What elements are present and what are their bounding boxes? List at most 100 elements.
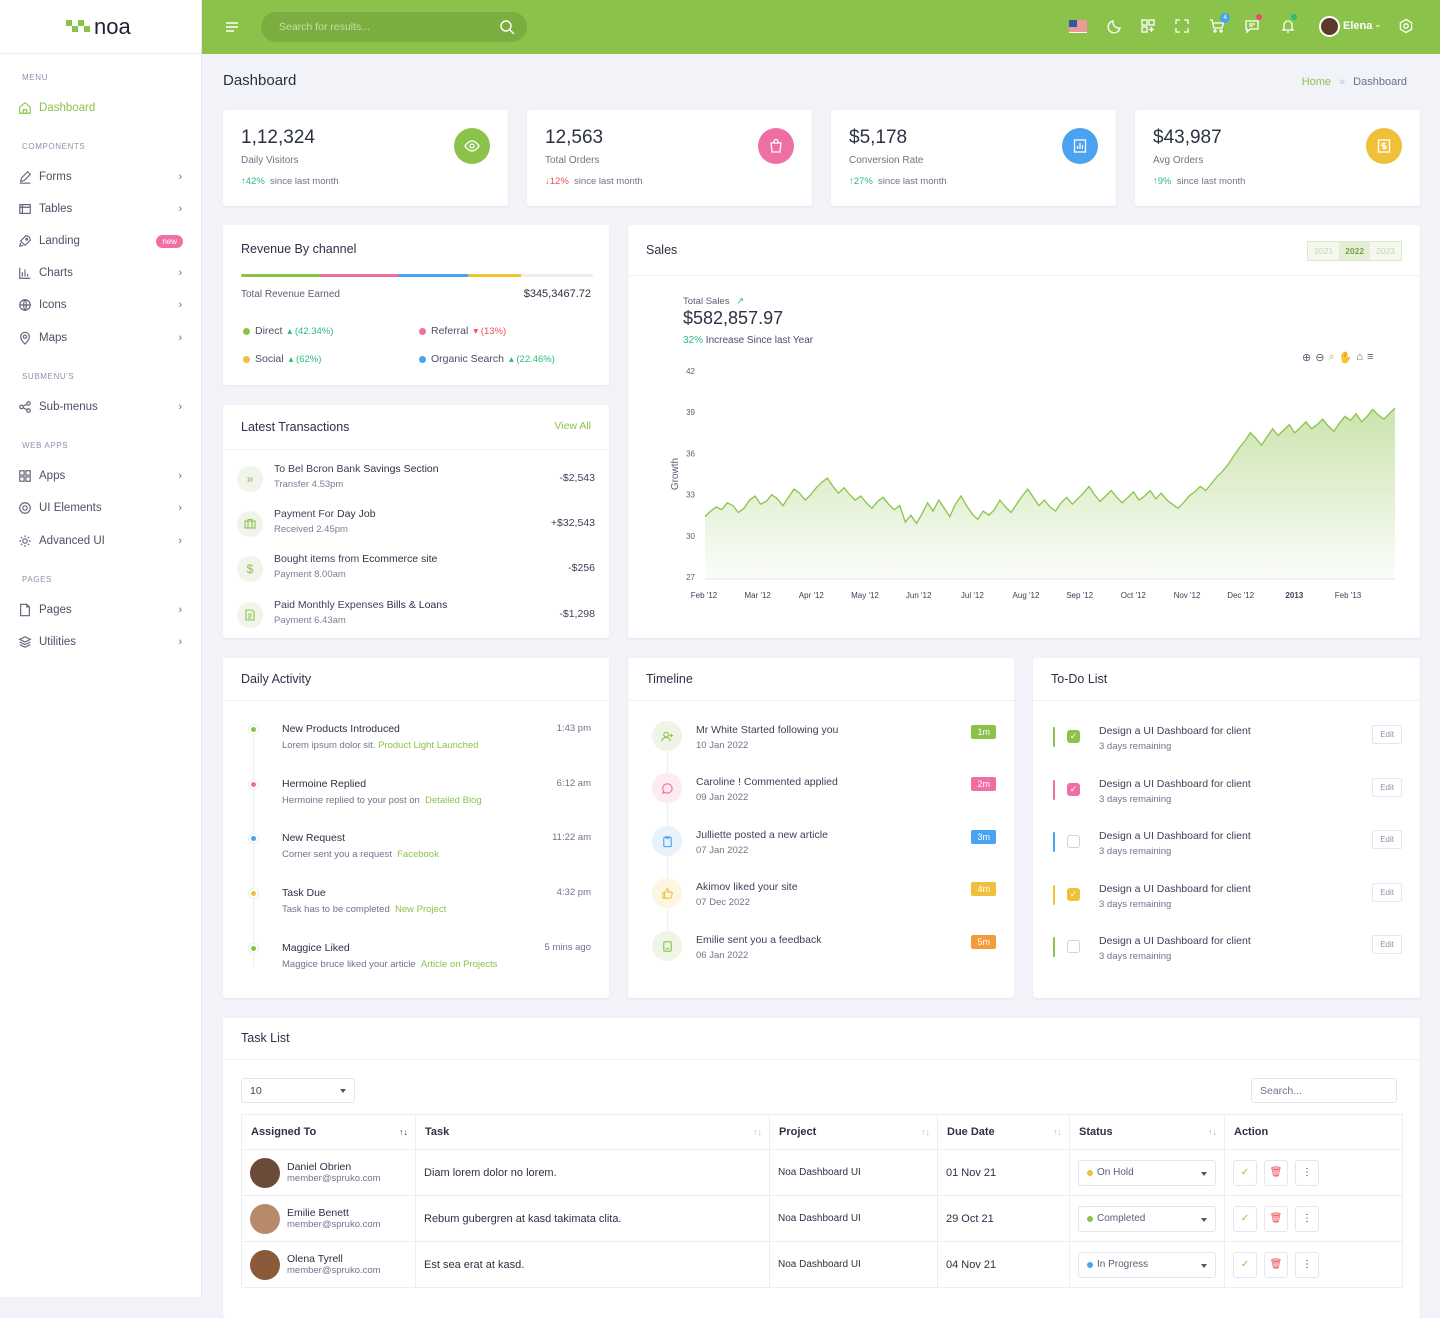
timeline-card: Timeline Mr White Started following you … xyxy=(628,658,1014,998)
zoom-out-icon[interactable]: ⊖ xyxy=(1315,352,1325,364)
user-name[interactable]: Elena xyxy=(1343,20,1373,32)
total-revenue-label: Total Revenue Earned xyxy=(241,289,340,300)
transaction-sub: Payment 8.00am xyxy=(274,569,346,580)
x-tick-label: Feb '13 xyxy=(1335,591,1362,600)
status-select[interactable]: Completed xyxy=(1078,1205,1216,1232)
check-circle-icon[interactable]: ✓ xyxy=(1233,1251,1257,1278)
avatar[interactable] xyxy=(1319,16,1340,37)
trash-icon[interactable]: 🗑 xyxy=(1264,1159,1288,1186)
sidebar-item-utilities[interactable]: Utilities › xyxy=(18,629,184,655)
edit-button[interactable]: Edit xyxy=(1372,778,1402,797)
us-flag-icon[interactable] xyxy=(1069,20,1087,33)
sidebar-section-web-apps: WEB APPS xyxy=(22,441,69,450)
fullscreen-icon[interactable] xyxy=(1174,18,1190,34)
trash-icon[interactable]: 🗑 xyxy=(1264,1251,1288,1278)
check-circle-icon[interactable]: ✓ xyxy=(1233,1205,1257,1232)
avatar xyxy=(250,1157,280,1188)
comment-icon xyxy=(652,773,682,803)
zoom-select-icon[interactable]: ⌕ xyxy=(1328,351,1335,363)
view-all-link[interactable]: View All xyxy=(554,420,591,432)
transaction-row[interactable]: $ Bought items from Ecommerce site Payme… xyxy=(237,550,595,590)
sidebar-item-sub-menus[interactable]: Sub-menus › xyxy=(18,394,184,420)
total-sales-value: $582,857.97 xyxy=(683,308,784,328)
apps-grid-icon[interactable] xyxy=(1140,18,1156,34)
sales-card: Sales 2021 2022 2023 Total Sales ↗ $582,… xyxy=(628,225,1420,638)
col-project[interactable]: Project ↑↓ xyxy=(769,1114,938,1150)
task-list-card: Task List 10 Search... Assigned To ↑↓ Tas… xyxy=(223,1018,1420,1318)
col-status[interactable]: Status ↑↓ xyxy=(1069,1114,1225,1150)
trash-icon[interactable]: 🗑 xyxy=(1264,1205,1288,1232)
edit-button[interactable]: Edit xyxy=(1372,725,1402,744)
edit-button[interactable]: Edit xyxy=(1372,883,1402,902)
sidebar-item-charts[interactable]: Charts › xyxy=(18,260,184,286)
sidebar-item-dashboard[interactable]: Dashboard xyxy=(18,95,184,121)
bell-icon[interactable] xyxy=(1280,18,1296,34)
check-circle-icon[interactable]: ✓ xyxy=(1233,1159,1257,1186)
activity-link[interactable]: Article on Projects xyxy=(420,959,498,970)
todo-item: ✓ Design a UI Dashboard for client 3 day… xyxy=(1053,725,1402,775)
y-axis-label: Growth xyxy=(670,458,681,490)
tab-year-2021[interactable]: 2021 xyxy=(1308,242,1340,260)
col-assigned-to[interactable]: Assigned To ↑↓ xyxy=(241,1114,416,1150)
chart-menu-icon[interactable]: ≡ xyxy=(1366,351,1374,363)
menu-toggle-icon[interactable] xyxy=(225,20,239,34)
zoom-in-icon[interactable]: ⊕ xyxy=(1302,352,1312,364)
sidebar-item-apps[interactable]: Apps › xyxy=(18,463,184,489)
tab-year-2023[interactable]: 2023 xyxy=(1370,242,1401,260)
more-vertical-icon[interactable]: ⋮ xyxy=(1295,1205,1319,1232)
sidebar-item-icons[interactable]: Icons › xyxy=(18,292,184,318)
reset-home-icon[interactable]: ⌂ xyxy=(1356,351,1363,363)
pan-hand-icon[interactable]: ✋ xyxy=(1338,352,1353,364)
sidebar-section-components: COMPONENTS xyxy=(22,142,86,151)
todo-checkbox[interactable]: ✓ xyxy=(1067,730,1080,743)
table-search-input[interactable]: Search... xyxy=(1251,1078,1397,1103)
card-title: Task List xyxy=(241,1031,290,1045)
double-chevron-icon: » xyxy=(237,466,263,492)
y-tick-label: 39 xyxy=(686,408,695,417)
status-select[interactable]: On Hold xyxy=(1078,1159,1216,1186)
settings-icon[interactable] xyxy=(1398,18,1414,34)
activity-link[interactable]: New Project xyxy=(395,904,447,915)
table-row: Olena Tyrell member@spruko.com Est sea er… xyxy=(241,1241,1403,1288)
more-vertical-icon[interactable]: ⋮ xyxy=(1295,1251,1319,1278)
stat-change: ↑27% since last month xyxy=(849,176,947,187)
breadcrumb-current: Dashboard xyxy=(1353,76,1407,88)
breadcrumb-home[interactable]: Home xyxy=(1301,76,1332,88)
activity-link[interactable]: Detailed Blog xyxy=(425,795,482,806)
file-icon xyxy=(20,603,30,617)
col-due-date[interactable]: Due Date ↑↓ xyxy=(937,1114,1070,1150)
sidebar-item-tables[interactable]: Tables › xyxy=(18,196,184,222)
cart-icon[interactable] xyxy=(1209,18,1225,34)
sidebar-item-maps[interactable]: Maps › xyxy=(18,325,184,351)
sidebar-item-landing[interactable]: Landing new xyxy=(18,228,184,254)
col-task[interactable]: Task ↑↓ xyxy=(415,1114,770,1150)
x-tick-label: Apr '12 xyxy=(799,591,825,600)
status-select[interactable]: In Progress xyxy=(1078,1251,1216,1278)
activity-link[interactable]: Product Light Launched xyxy=(378,740,479,751)
transaction-amount: -$256 xyxy=(568,562,595,574)
more-vertical-icon[interactable]: ⋮ xyxy=(1295,1159,1319,1186)
todo-checkbox[interactable] xyxy=(1067,835,1080,848)
edit-button[interactable]: Edit xyxy=(1372,830,1402,849)
transaction-amount: -$2,543 xyxy=(559,472,595,484)
transaction-row[interactable]: Paid Monthly Expenses Bills & Loans Paym… xyxy=(237,596,595,636)
transaction-row[interactable]: » To Bel Bcron Bank Savings Section Tran… xyxy=(237,460,595,500)
moon-icon[interactable] xyxy=(1107,18,1123,34)
edit-button[interactable]: Edit xyxy=(1372,935,1402,954)
tab-year-2022[interactable]: 2022 xyxy=(1339,242,1371,260)
transaction-row[interactable]: Payment For Day Job Received 2.45pm +$32… xyxy=(237,505,595,545)
todo-checkbox[interactable]: ✓ xyxy=(1067,888,1080,901)
search-input[interactable]: Search for results... xyxy=(261,12,527,42)
activity-link[interactable]: Facebook xyxy=(397,849,439,860)
todo-checkbox[interactable]: ✓ xyxy=(1067,783,1080,796)
search-icon[interactable] xyxy=(499,19,515,35)
todo-checkbox[interactable] xyxy=(1067,940,1080,953)
logo-mark-icon xyxy=(66,19,90,34)
sidebar-item-forms[interactable]: Forms › xyxy=(18,164,184,190)
sidebar-item-pages[interactable]: Pages › xyxy=(18,597,184,623)
sidebar-item-advanced-ui[interactable]: Advanced UI › xyxy=(18,528,184,554)
sidebar-item-ui-elements[interactable]: UI Elements › xyxy=(18,495,184,521)
logo[interactable]: noa xyxy=(0,0,201,54)
page-size-select[interactable]: 10 xyxy=(241,1078,355,1103)
chat-icon[interactable] xyxy=(1244,18,1260,34)
